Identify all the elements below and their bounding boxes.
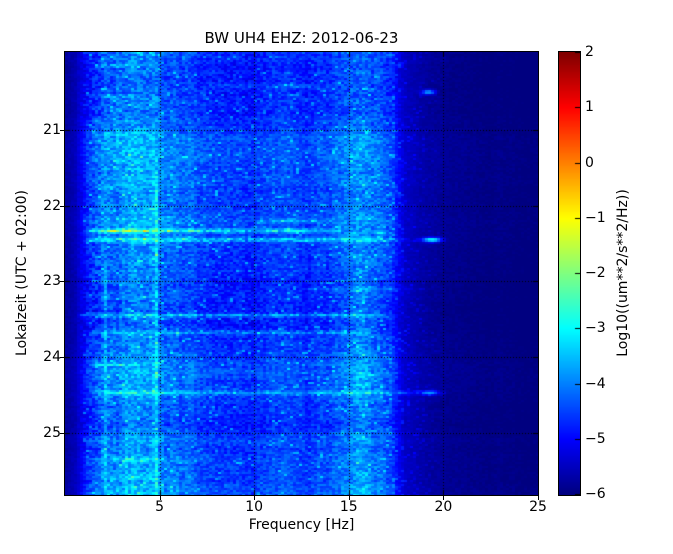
y-tick-label: 22 — [43, 197, 61, 214]
y-axis-label: Lokalzeit (UTC + 02:00) — [14, 190, 30, 356]
x-tick-label: 10 — [245, 499, 264, 515]
y-tick-label: 21 — [43, 121, 61, 138]
colorbar — [558, 51, 581, 496]
colorbar-tick-label: 0 — [585, 154, 594, 171]
x-tick-mark — [443, 496, 444, 500]
x-tick-mark — [538, 496, 539, 500]
colorbar-tick-label: −6 — [585, 486, 606, 502]
spectrogram-canvas — [65, 52, 538, 495]
plot-area — [64, 51, 539, 496]
x-tick-mark — [349, 496, 350, 500]
colorbar-tick-label: −4 — [585, 375, 606, 392]
x-tick-mark — [254, 496, 255, 500]
x-tick-label: 5 — [155, 499, 165, 515]
colorbar-tick-label: 2 — [585, 44, 594, 60]
y-tick-label: 24 — [43, 349, 61, 366]
x-axis-label: Frequency [Hz] — [248, 517, 355, 533]
colorbar-label: Log10((um**2/s**2/Hz)) — [615, 189, 631, 357]
x-tick-label: 15 — [339, 499, 358, 515]
colorbar-tick-label: 1 — [585, 99, 594, 116]
y-tick-label: 23 — [43, 273, 61, 290]
plot-title: BW UH4 EHZ: 2012-06-23 — [204, 29, 399, 47]
colorbar-canvas — [559, 52, 580, 495]
colorbar-tick-label: −5 — [585, 430, 606, 447]
x-tick-label: 20 — [434, 499, 453, 515]
y-tick-label: 25 — [43, 424, 61, 441]
x-tick-label: 25 — [529, 499, 547, 515]
x-tick-mark — [160, 496, 161, 500]
